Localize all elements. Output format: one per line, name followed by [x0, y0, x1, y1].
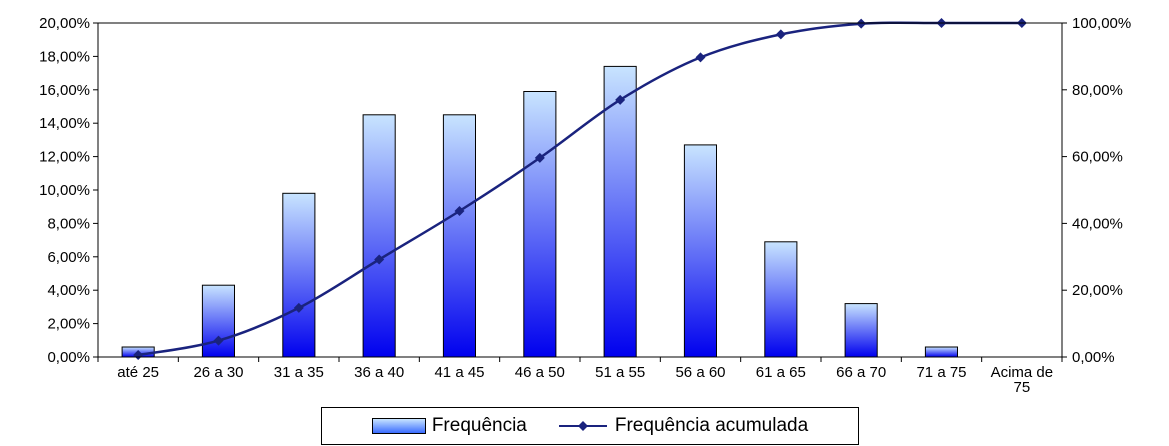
plot-background	[98, 23, 1062, 357]
left-tick-label: 4,00%	[47, 282, 90, 299]
left-tick-label: 14,00%	[39, 115, 90, 132]
right-tick-label: 40,00%	[1072, 215, 1123, 232]
bar	[924, 346, 959, 358]
right-axis-ticks: 0,00% 20,00% 40,00% 60,00% 80,00% 100,00%	[1062, 15, 1131, 366]
bar	[844, 303, 878, 358]
right-tick-label: 0,00%	[1072, 349, 1115, 366]
line-point	[695, 52, 706, 63]
line-point	[374, 254, 385, 265]
x-tick-label: 51 a 55	[595, 364, 645, 381]
x-tick-label: 31 a 35	[274, 364, 324, 381]
bar	[442, 114, 476, 358]
x-tick-label: 71 a 75	[916, 364, 966, 381]
left-tick-label: 0,00%	[47, 349, 90, 366]
bars-series	[121, 65, 959, 358]
x-axis-ticks: até 25 26 a 30 31 a 35 36 a 40 41 a 45 46 a 5…	[97, 357, 1063, 396]
x-tick-label: 26 a 30	[193, 364, 243, 381]
line-point	[775, 29, 786, 40]
bar	[683, 144, 718, 358]
legend: Frequência Frequência acumulada	[321, 407, 859, 445]
x-tick-label: 36 a 40	[354, 364, 404, 381]
line-point	[293, 302, 304, 313]
x-tick-label: Acima de	[991, 364, 1054, 381]
line-point	[615, 94, 626, 105]
bar	[764, 241, 798, 358]
line-point	[534, 152, 545, 163]
left-tick-label: 18,00%	[39, 48, 90, 65]
plot-area	[98, 23, 1062, 357]
line-point	[213, 335, 224, 346]
legend-item-frequencia-acumulada: Frequência acumulada	[557, 415, 808, 437]
left-tick-label: 8,00%	[47, 215, 90, 232]
bar	[362, 114, 396, 358]
x-tick-label: até 25	[117, 364, 159, 381]
right-tick-label: 100,00%	[1072, 15, 1131, 32]
right-tick-label: 60,00%	[1072, 149, 1123, 166]
bar	[603, 65, 637, 358]
bar	[282, 192, 316, 358]
left-tick-label: 12,00%	[39, 149, 90, 166]
bar	[523, 91, 557, 358]
x-tick-label: 61 a 65	[756, 364, 806, 381]
x-tick-label: 66 a 70	[836, 364, 886, 381]
x-tick-label: 46 a 50	[515, 364, 565, 381]
bar	[201, 284, 235, 358]
legend-line-label: Frequência acumulada	[614, 415, 809, 436]
line-point	[454, 206, 465, 217]
left-axis-ticks: 0,00% 2,00% 4,00% 6,00% 8,00% 10,00% 12,00% 14,…	[39, 15, 98, 366]
left-tick-label: 2,00%	[47, 316, 90, 333]
line-point	[856, 18, 867, 29]
left-tick-label: 20,00%	[39, 15, 90, 32]
x-tick-label: 56 a 60	[675, 364, 725, 381]
legend-bar-label: Frequência	[431, 415, 527, 436]
right-tick-label: 80,00%	[1072, 82, 1123, 99]
x-tick-label: 41 a 45	[434, 364, 484, 381]
legend-line-swatch	[558, 421, 607, 431]
x-tick-label: 75	[1013, 379, 1030, 396]
chart: 0,00% 2,00% 4,00% 6,00% 8,00% 10,00% 12,00% 14,…	[39, 15, 1131, 396]
left-tick-label: 16,00%	[39, 82, 90, 99]
legend-item-frequencia: Frequência	[371, 415, 527, 437]
left-tick-label: 10,00%	[39, 182, 90, 199]
left-tick-label: 6,00%	[47, 249, 90, 266]
right-tick-label: 20,00%	[1072, 282, 1123, 299]
legend-bar-swatch	[371, 418, 426, 434]
